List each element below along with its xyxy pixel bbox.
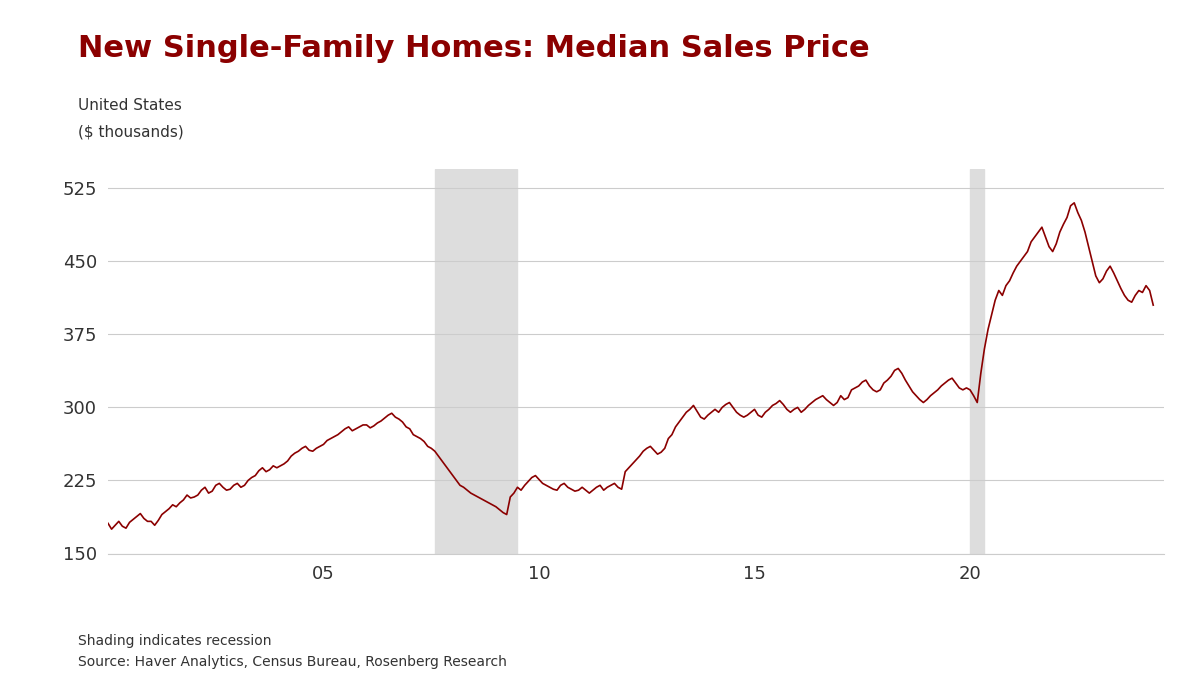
Text: Shading indicates recession
Source: Haver Analytics, Census Bureau, Rosenberg Re: Shading indicates recession Source: Have… <box>78 634 506 669</box>
Text: ($ thousands): ($ thousands) <box>78 125 184 140</box>
Bar <box>434 169 517 554</box>
Text: New Single-Family Homes: Median Sales Price: New Single-Family Homes: Median Sales Pr… <box>78 34 870 63</box>
Text: United States: United States <box>78 98 182 113</box>
Bar <box>970 169 984 554</box>
